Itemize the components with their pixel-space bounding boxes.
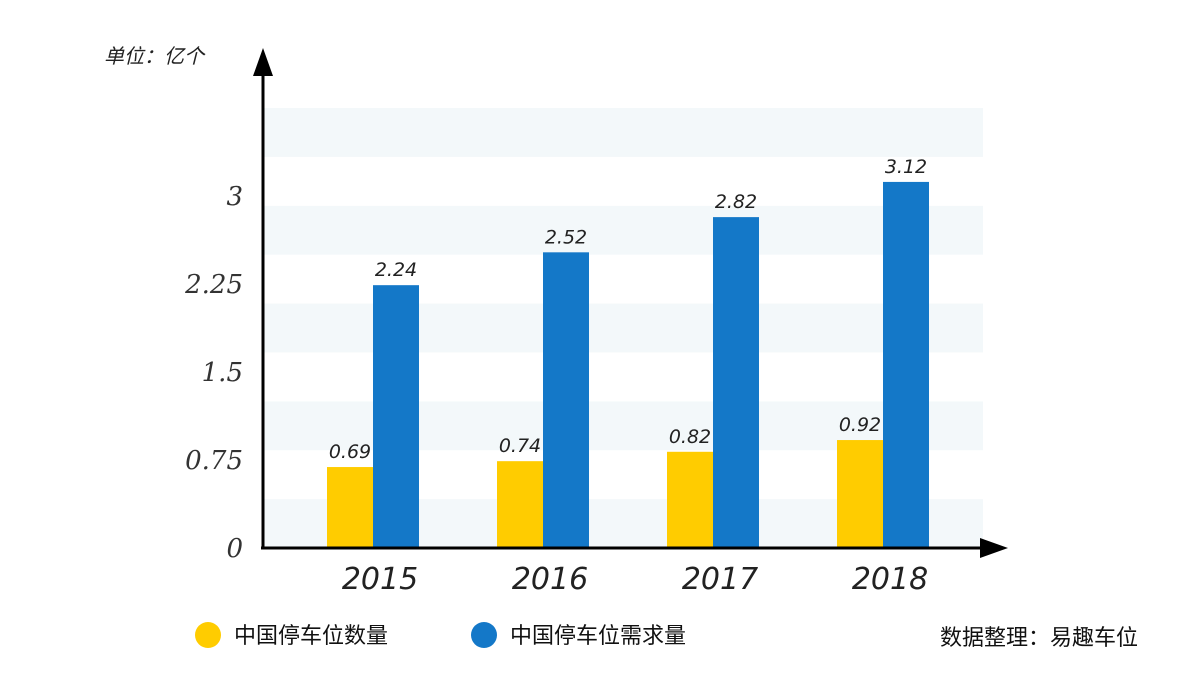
- x-tick-label: 2016: [512, 562, 588, 597]
- value-labels: 0.69 2.24 0.74 2.52 0.82 2.82 0.92 3.12: [329, 156, 927, 463]
- bar-value-label: 0.82: [669, 426, 711, 448]
- x-axis-arrow: [980, 538, 1008, 558]
- bar-demand: [883, 181, 929, 549]
- grid-band: [263, 352, 983, 402]
- legend-label-demand: 中国停车位需求量: [510, 624, 686, 649]
- grid-band: [263, 303, 983, 353]
- y-tick-label: 2.25: [184, 270, 243, 300]
- bar-value-label: 0.92: [839, 414, 881, 436]
- x-tick-label: 2015: [342, 562, 418, 597]
- bar-demand: [543, 252, 589, 548]
- bar-supply: [327, 467, 373, 548]
- bar-supply: [497, 461, 543, 548]
- y-tick-labels: 0 0.75 1.5 2.25 3: [184, 182, 243, 564]
- bar-demand: [713, 217, 759, 548]
- x-tick-label: 2018: [852, 562, 928, 597]
- legend-swatch-supply: [195, 622, 221, 648]
- bar-value-label: 2.52: [545, 226, 587, 248]
- bar-value-label: 2.24: [375, 259, 417, 281]
- grid-band: [263, 205, 983, 255]
- legend-swatch-demand: [471, 622, 497, 648]
- legend-label-supply: 中国停车位数量: [234, 624, 388, 649]
- y-axis-arrow: [253, 48, 273, 76]
- bars: [327, 181, 929, 549]
- y-unit-label: 单位：亿个: [104, 44, 206, 68]
- bar-supply: [837, 440, 883, 548]
- bar-demand: [373, 285, 419, 548]
- y-tick-label: 1.5: [202, 358, 243, 388]
- bar-value-label: 2.82: [715, 191, 757, 213]
- grid-band: [263, 254, 983, 304]
- bar-value-label: 3.12: [885, 156, 927, 178]
- y-tick-label: 0.75: [185, 446, 243, 476]
- y-tick-label: 3: [226, 182, 243, 212]
- y-tick-label: 0: [226, 534, 243, 564]
- grid-band: [263, 156, 983, 206]
- bar-value-label: 0.69: [329, 441, 371, 463]
- x-tick-label: 2017: [682, 562, 758, 597]
- source-note: 数据整理：易趣车位: [940, 626, 1138, 651]
- bar-value-label: 0.74: [499, 435, 541, 457]
- bar-supply: [667, 451, 713, 548]
- grid-band: [263, 108, 983, 157]
- x-tick-labels: 2015 2016 2017 2018: [342, 562, 928, 597]
